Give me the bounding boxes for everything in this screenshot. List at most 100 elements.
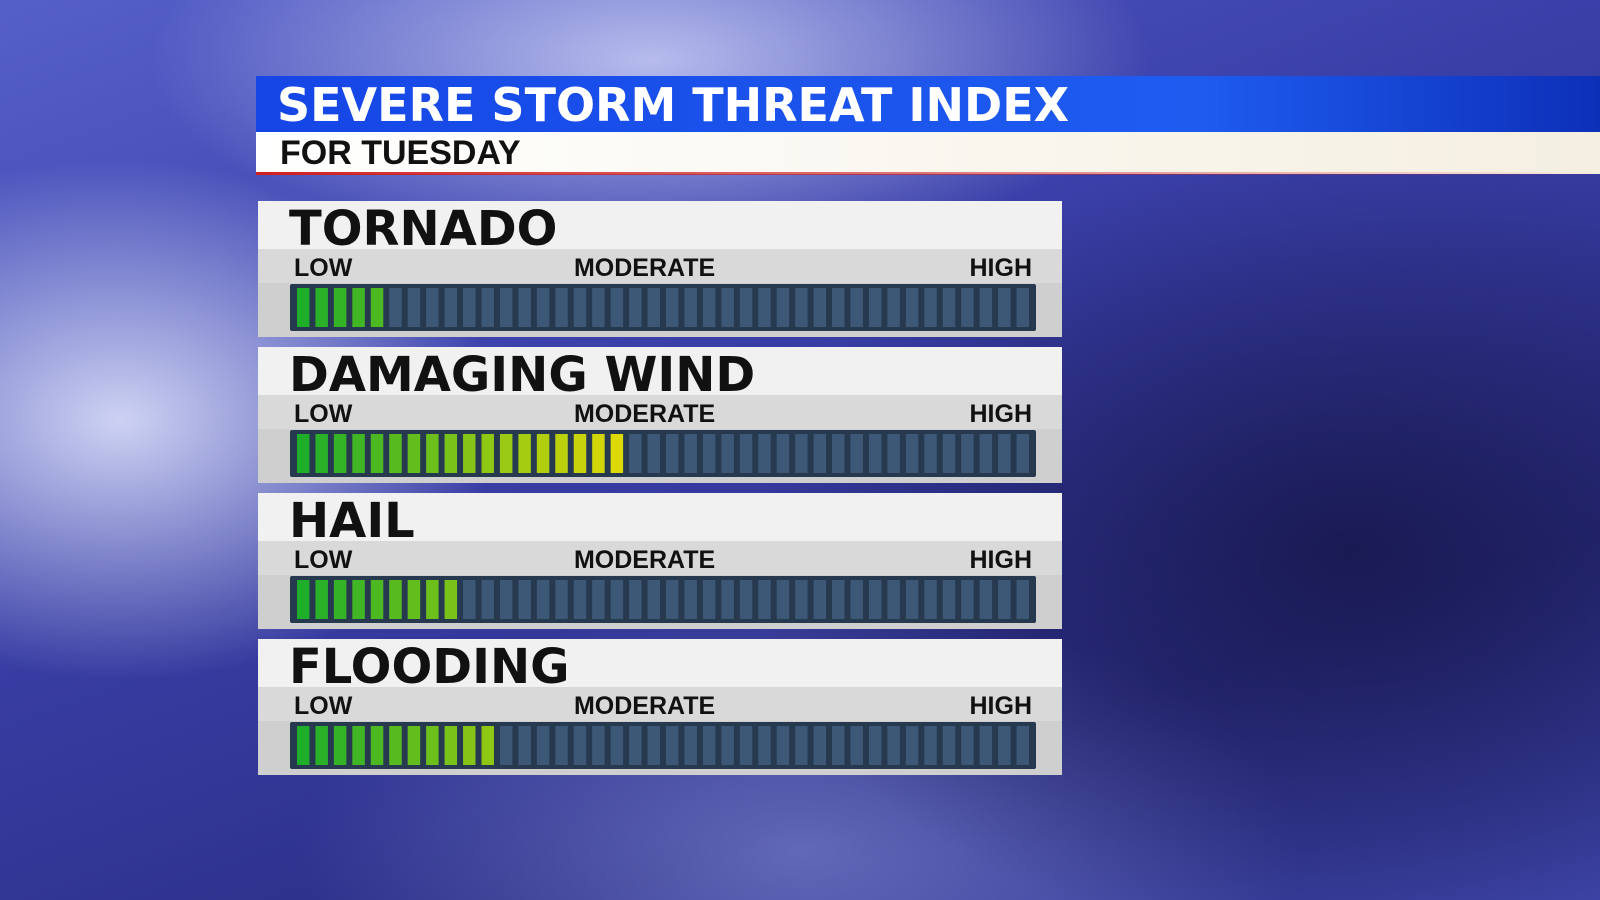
meter-segment-empty bbox=[887, 434, 900, 473]
meter-segment-empty bbox=[702, 434, 716, 473]
meter-segment-lit bbox=[444, 580, 458, 619]
meter-segment-empty bbox=[850, 434, 863, 473]
meter-segment-empty bbox=[463, 580, 476, 619]
meter-segment-lit bbox=[555, 434, 568, 473]
meter-segment-empty bbox=[795, 434, 808, 473]
meter-segment-empty bbox=[499, 288, 513, 327]
meter-segment-empty bbox=[924, 288, 937, 327]
meter-segment-lit bbox=[389, 580, 402, 619]
scale-label: MODERATE bbox=[574, 692, 715, 720]
meter-segment-lit bbox=[370, 434, 384, 473]
panel-label-bg bbox=[258, 687, 1062, 721]
header-bar bbox=[256, 76, 1600, 132]
meter-segment-empty bbox=[407, 288, 421, 327]
meter-segment-empty bbox=[555, 726, 568, 765]
meter-segment-empty bbox=[1016, 288, 1029, 327]
meter-segment-empty bbox=[702, 726, 716, 765]
meter-segment-empty bbox=[629, 580, 642, 619]
meter-segment-empty bbox=[610, 580, 624, 619]
scale-label: MODERATE bbox=[574, 254, 715, 282]
meter-segment-empty bbox=[998, 580, 1011, 619]
meter-segment-lit bbox=[463, 726, 476, 765]
meter-segment-empty bbox=[647, 580, 660, 619]
meter-segment-empty bbox=[776, 580, 790, 619]
meter-segment-empty bbox=[721, 434, 734, 473]
meter-segment-empty bbox=[1016, 580, 1029, 619]
meter-segment-lit bbox=[426, 726, 439, 765]
meter-segment-lit bbox=[297, 288, 310, 327]
meter-segment-lit bbox=[352, 726, 365, 765]
meter-segment-empty bbox=[961, 580, 974, 619]
meter-segment-empty bbox=[961, 726, 974, 765]
meter-segment-empty bbox=[536, 726, 550, 765]
meter-segment-empty bbox=[887, 726, 900, 765]
meter-segment-lit bbox=[481, 726, 494, 765]
meter-segment-lit bbox=[333, 288, 347, 327]
meter-segment-lit bbox=[463, 434, 476, 473]
meter-segment-empty bbox=[832, 288, 845, 327]
meter-segment-lit bbox=[407, 726, 421, 765]
meter-segment-lit bbox=[352, 434, 365, 473]
panel-title-bg bbox=[258, 347, 1062, 395]
meter-segment-lit bbox=[518, 434, 531, 473]
meter-segment-empty bbox=[573, 288, 587, 327]
meter-segment-empty bbox=[610, 726, 624, 765]
meter-segment-lit bbox=[315, 726, 328, 765]
meter-segment-lit bbox=[426, 434, 439, 473]
meter-segment-empty bbox=[961, 288, 974, 327]
meter-segment-empty bbox=[795, 288, 808, 327]
meter-segment-empty bbox=[389, 288, 402, 327]
meter-segment-empty bbox=[758, 434, 771, 473]
meter-segment-empty bbox=[998, 434, 1011, 473]
meter-segment-empty bbox=[702, 288, 716, 327]
meter-segment-empty bbox=[924, 726, 937, 765]
meter-segment-empty bbox=[979, 580, 993, 619]
meter-track bbox=[290, 430, 1036, 477]
meter-segment-empty bbox=[666, 726, 679, 765]
meter-segment-lit bbox=[370, 726, 384, 765]
meter-segment-empty bbox=[592, 288, 605, 327]
meter-segment-lit bbox=[389, 726, 402, 765]
panel-label-bg bbox=[258, 541, 1062, 575]
meter-segment-empty bbox=[721, 288, 734, 327]
meter-segment-empty bbox=[887, 288, 900, 327]
meter-segment-empty bbox=[481, 580, 494, 619]
meter-segment-empty bbox=[518, 288, 531, 327]
meter-segment-empty bbox=[758, 726, 771, 765]
meter-segment-empty bbox=[739, 726, 753, 765]
meter-segment-empty bbox=[684, 726, 697, 765]
meter-segment-empty bbox=[1016, 726, 1029, 765]
meter-segment-empty bbox=[702, 580, 716, 619]
meter-segment-empty bbox=[739, 288, 753, 327]
meter-segment-empty bbox=[536, 288, 550, 327]
meter-segment-empty bbox=[666, 580, 679, 619]
meter-segment-empty bbox=[942, 434, 956, 473]
meter-segment-lit bbox=[297, 434, 310, 473]
meter-segment-empty bbox=[776, 726, 790, 765]
meter-segment-lit bbox=[370, 288, 384, 327]
meter-segment-empty bbox=[1016, 434, 1029, 473]
meter-segment-lit bbox=[407, 580, 421, 619]
meter-segment-empty bbox=[868, 726, 882, 765]
meter-segment-empty bbox=[573, 580, 587, 619]
meter-segment-empty bbox=[979, 434, 993, 473]
panel-title-bg bbox=[258, 493, 1062, 541]
meter-segment-empty bbox=[684, 580, 697, 619]
red-rule bbox=[256, 172, 1600, 175]
meter-segment-empty bbox=[518, 580, 531, 619]
category-label: TORNADO bbox=[289, 201, 557, 257]
meter-segment-empty bbox=[444, 288, 458, 327]
meter-segment-lit bbox=[333, 580, 347, 619]
meter-segment-lit bbox=[444, 434, 458, 473]
meter-segment-empty bbox=[832, 726, 845, 765]
category-label: FLOODING bbox=[289, 639, 570, 695]
scale-label: LOW bbox=[294, 692, 353, 720]
meter-segment-empty bbox=[813, 726, 827, 765]
meter-segment-empty bbox=[666, 288, 679, 327]
meter-segment-empty bbox=[905, 580, 919, 619]
meter-segment-lit bbox=[333, 726, 347, 765]
meter-segment-empty bbox=[666, 434, 679, 473]
meter-segment-empty bbox=[850, 726, 863, 765]
